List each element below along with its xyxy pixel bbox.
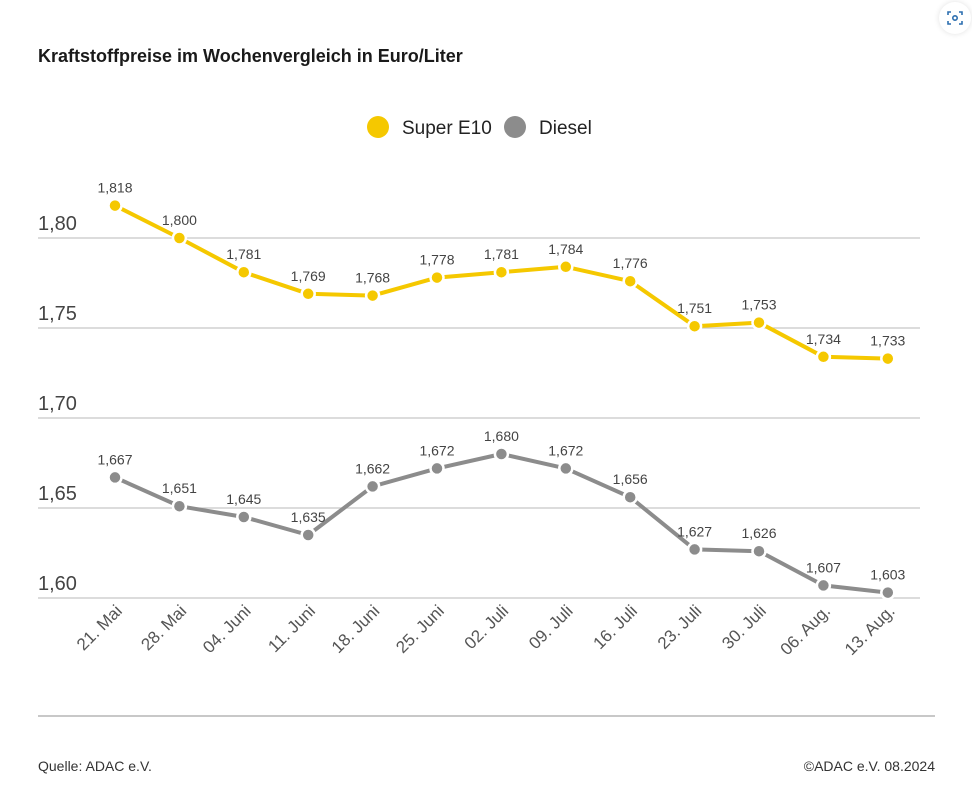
- data-label: 1,734: [806, 331, 841, 347]
- data-label: 1,753: [741, 297, 776, 313]
- data-label: 1,778: [419, 252, 454, 268]
- data-point: [493, 446, 510, 462]
- data-label: 1,818: [97, 180, 132, 196]
- data-label: 1,662: [355, 460, 390, 476]
- x-tick-label: 28. Mai: [137, 601, 190, 654]
- x-tick-label: 02. Juli: [461, 601, 513, 653]
- data-point: [171, 498, 188, 514]
- data-label: 1,672: [419, 442, 454, 458]
- source-note: Quelle: ADAC e.V.: [38, 758, 152, 774]
- x-tick-label: 13. Aug.: [841, 601, 899, 659]
- x-tick-label: 18. Juni: [328, 601, 384, 657]
- data-label: 1,607: [806, 559, 841, 575]
- legend-marker: [367, 116, 389, 138]
- data-point: [236, 264, 252, 280]
- legend-label: Diesel: [539, 118, 592, 139]
- data-point: [364, 287, 381, 304]
- data-point: [751, 314, 767, 331]
- data-label: 1,603: [870, 567, 905, 583]
- data-label: 1,751: [677, 300, 712, 316]
- x-tick-label: 21. Mai: [73, 601, 126, 654]
- legend-label: Super E10: [402, 118, 492, 139]
- data-point: [107, 197, 123, 214]
- data-label: 1,800: [162, 212, 197, 228]
- data-point: [686, 318, 703, 334]
- data-point: [300, 527, 316, 543]
- x-tick-label: 06. Aug.: [777, 601, 835, 659]
- data-point: [171, 230, 188, 246]
- data-label: 1,626: [741, 525, 776, 541]
- data-point: [880, 584, 896, 601]
- data-point: [236, 509, 252, 525]
- y-tick-label: 1,75: [38, 303, 77, 325]
- x-tick-label: 16. Juli: [589, 601, 641, 653]
- y-tick-label: 1,60: [38, 573, 77, 595]
- x-tick-label: 23. Juli: [654, 601, 706, 653]
- legend-marker: [504, 116, 526, 138]
- data-point: [622, 273, 638, 289]
- series-line-super-e10: [114, 203, 888, 361]
- data-label: 1,776: [613, 255, 648, 271]
- data-label: 1,667: [97, 451, 132, 467]
- x-tick-label: 30. Juli: [718, 601, 770, 653]
- x-tick-label: 09. Juli: [525, 601, 577, 653]
- data-point: [880, 350, 896, 367]
- data-label: 1,768: [355, 270, 390, 286]
- data-label: 1,656: [613, 471, 648, 487]
- data-point: [429, 460, 445, 477]
- x-tick-label: 04. Juni: [199, 601, 255, 657]
- data-point: [493, 264, 510, 280]
- data-point: [107, 469, 123, 486]
- data-label: 1,635: [291, 509, 326, 525]
- series-line-diesel: [114, 452, 889, 595]
- data-label: 1,627: [677, 523, 712, 539]
- data-point: [622, 489, 638, 505]
- y-tick-label: 1,65: [38, 483, 77, 505]
- y-tick-label: 1,70: [38, 393, 77, 415]
- data-label: 1,672: [548, 442, 583, 458]
- copyright-note: ©ADAC e.V. 08.2024: [803, 758, 935, 774]
- data-label: 1,645: [226, 491, 261, 507]
- data-point: [815, 349, 832, 365]
- chart-title: Kraftstoffpreise im Wochenvergleich in E…: [38, 46, 463, 66]
- data-point: [300, 286, 316, 302]
- data-label: 1,680: [484, 428, 519, 444]
- x-tick-label: 25. Juni: [392, 601, 448, 657]
- data-point: [686, 541, 703, 558]
- data-point: [815, 577, 832, 594]
- x-tick-label: 11. Juni: [264, 601, 319, 656]
- data-label: 1,784: [548, 241, 583, 257]
- data-label: 1,769: [291, 268, 326, 284]
- data-point: [364, 478, 381, 495]
- data-point: [429, 269, 445, 286]
- data-label: 1,781: [484, 246, 519, 262]
- data-point: [751, 543, 767, 559]
- camera-scan-icon[interactable]: [939, 2, 971, 34]
- data-label: 1,781: [226, 246, 261, 262]
- data-label: 1,651: [162, 480, 197, 496]
- data-point: [558, 259, 574, 275]
- data-label: 1,733: [870, 333, 905, 349]
- data-point: [558, 460, 574, 477]
- y-tick-label: 1,80: [38, 213, 77, 235]
